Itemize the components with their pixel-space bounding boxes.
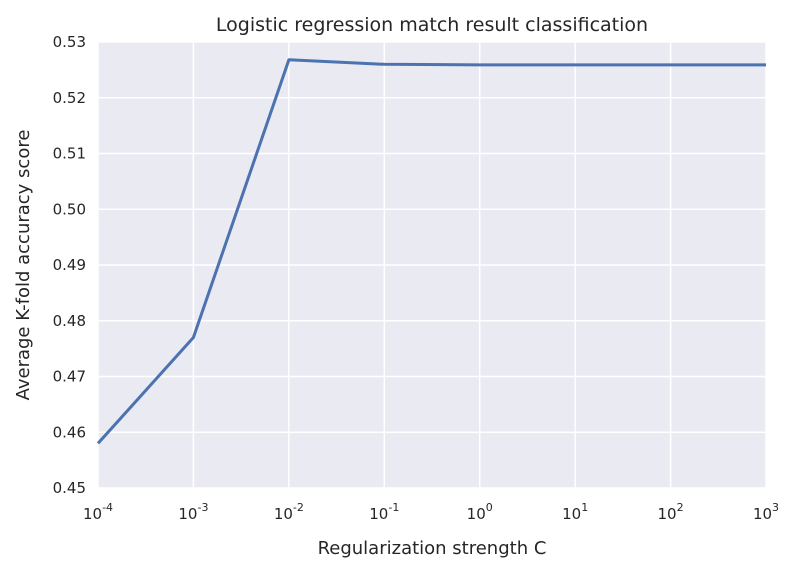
series-line bbox=[96, 58, 766, 445]
y-tick-label: 0.46 bbox=[53, 423, 86, 441]
x-tick-label: 10-3 bbox=[178, 501, 208, 523]
y-tick-label: 0.50 bbox=[53, 200, 86, 218]
y-tick-label: 0.47 bbox=[53, 368, 86, 386]
x-tick-label: 103 bbox=[753, 501, 779, 523]
y-tick-label: 0.52 bbox=[53, 89, 86, 107]
y-tick-label: 0.53 bbox=[53, 33, 86, 51]
x-axis-title: Regularization strength C bbox=[318, 538, 547, 559]
x-tick-label: 10-4 bbox=[83, 501, 113, 523]
x-tick-label: 10-2 bbox=[274, 501, 304, 523]
x-tick-label: 101 bbox=[562, 501, 588, 523]
y-tick-label: 0.51 bbox=[53, 145, 86, 163]
y-tick-label: 0.45 bbox=[53, 479, 86, 497]
chart-title: Logistic regression match result classif… bbox=[216, 14, 648, 36]
y-tick-label: 0.49 bbox=[53, 256, 86, 274]
y-axis-title: Average K-fold accuracy score bbox=[13, 130, 34, 401]
y-tick-label: 0.48 bbox=[53, 312, 86, 330]
grid-lines bbox=[97, 41, 767, 489]
x-tick-label: 102 bbox=[658, 501, 684, 523]
x-axis-ticks: 10-4 10-3 10-2 10-1 100 101 102 103 bbox=[83, 501, 779, 523]
y-axis-ticks: 0.45 0.46 0.47 0.48 0.49 0.50 0.51 0.52 0.53 bbox=[53, 33, 86, 497]
series-layer bbox=[96, 58, 766, 445]
x-tick-label: 100 bbox=[467, 501, 493, 523]
x-tick-label: 10-1 bbox=[369, 501, 399, 523]
